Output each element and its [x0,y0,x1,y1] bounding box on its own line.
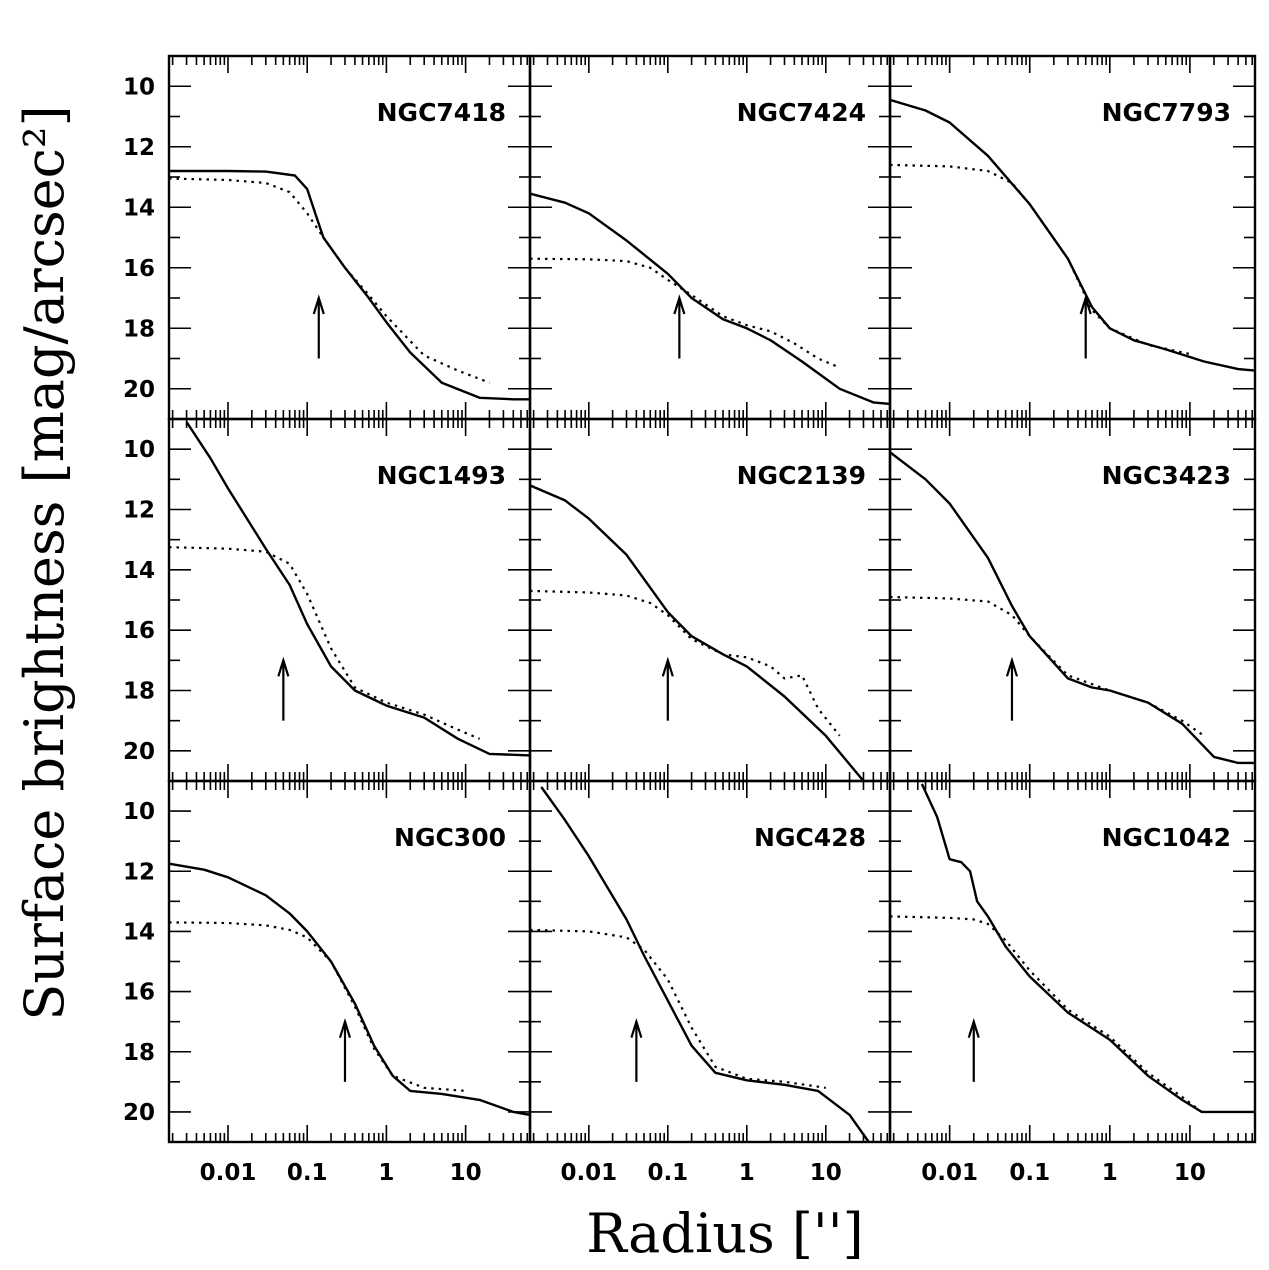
y-tick-label: 18 [123,679,155,705]
y-tick-label: 20 [123,739,155,765]
x-tick-label: 1 [739,1160,755,1186]
panel-label: NGC2139 [737,461,866,490]
y-tick-label: 12 [123,859,155,885]
x-tick-label: 0.01 [200,1160,257,1186]
dotted-profile-line [890,595,1205,737]
arrow-head [312,294,325,315]
dotted-profile-line [530,257,841,369]
dotted-profile-line [890,915,1203,1113]
panel-ngc7418: 10 12 14 16 18 20 NGC7418 [123,54,532,421]
y-tick-label: 14 [123,558,155,584]
dotted-profile-line [890,163,1191,356]
panel-ngc2139: NGC2139 [528,417,892,783]
panel-ngc3423: NGC3423 [888,417,1257,783]
y-tick-label: 12 [123,135,155,161]
panel-label: NGC300 [394,823,506,852]
x-tick-label: 0.1 [1009,1160,1050,1186]
panel-ngc7424: NGC7424 [528,54,892,421]
x-tick-label: 10 [450,1160,482,1186]
y-axis-title: Surface brightness [mag/arcsec²] [13,105,76,1020]
dotted-profile-line [169,177,490,384]
panel-label: NGC428 [754,823,866,852]
solid-profile-line [185,421,530,757]
y-tick-label: 16 [123,256,155,282]
y-tick-label: 16 [123,980,155,1006]
y-tick-label: 16 [123,618,155,644]
arrow-head [1005,656,1019,677]
solid-profile-line [169,862,530,1117]
y-tick-label: 10 [123,437,155,463]
panel-label: NGC1042 [1102,823,1231,852]
x-tick-label: 10 [810,1160,842,1186]
x-tick-label: 1 [378,1160,394,1186]
solid-profile-line [890,451,1255,765]
y-tick-label: 12 [123,498,155,524]
arrow-head [673,294,686,315]
panel-label: NGC7793 [1102,98,1231,127]
y-tick-label: 18 [123,316,155,342]
x-axis-title: Radius [''] [586,1202,863,1265]
arrow-head [338,1017,352,1038]
arrow-head [1079,294,1092,315]
y-tick-label: 10 [123,799,155,825]
x-tick-label: 0.01 [560,1160,617,1186]
panel-ngc7793: NGC7793 [888,54,1257,421]
x-tick-label: 1 [1102,1160,1118,1186]
arrow-head [277,656,290,677]
dotted-profile-line [169,546,481,740]
panel-ngc1493: 10 12 14 16 18 20 NGC1493 [123,417,532,783]
x-tick-label: 0.1 [647,1160,688,1186]
y-tick-label: 14 [123,195,155,221]
y-tick-label: 10 [123,74,155,100]
y-tick-label: 20 [123,377,155,403]
panel-label: NGC7418 [377,98,506,127]
y-tick-label: 20 [123,1100,155,1126]
x-tick-label: 10 [1174,1160,1206,1186]
x-tick-label: 0.1 [287,1160,328,1186]
arrow-head [661,656,674,677]
dotted-profile-line [530,589,841,737]
panel-label: NGC3423 [1102,461,1231,490]
panel-ngc428: 0.01 0.1 1 10 NGC428 [528,779,892,1186]
arrow-head [630,1017,643,1038]
solid-profile-line [540,786,870,1142]
solid-profile-line [890,98,1255,372]
dotted-profile-line [530,928,826,1089]
panel-ngc1042: 0.01 0.1 1 10 NGC1042 [888,779,1257,1186]
solid-profile-line [169,169,530,401]
solid-profile-line [920,783,1255,1114]
solid-profile-line [530,192,890,406]
panel-label: NGC1493 [377,461,506,490]
x-tick-label: 0.01 [921,1160,978,1186]
panel-label: NGC7424 [737,98,866,127]
dotted-profile-line [169,921,466,1092]
solid-profile-line [530,484,865,781]
panel-ngc300: 10 12 14 16 18 20 0.01 0.1 1 10 NGC300 [123,779,532,1186]
y-tick-label: 14 [123,919,155,945]
y-tick-label: 18 [123,1040,155,1066]
arrow-head [967,1017,980,1038]
